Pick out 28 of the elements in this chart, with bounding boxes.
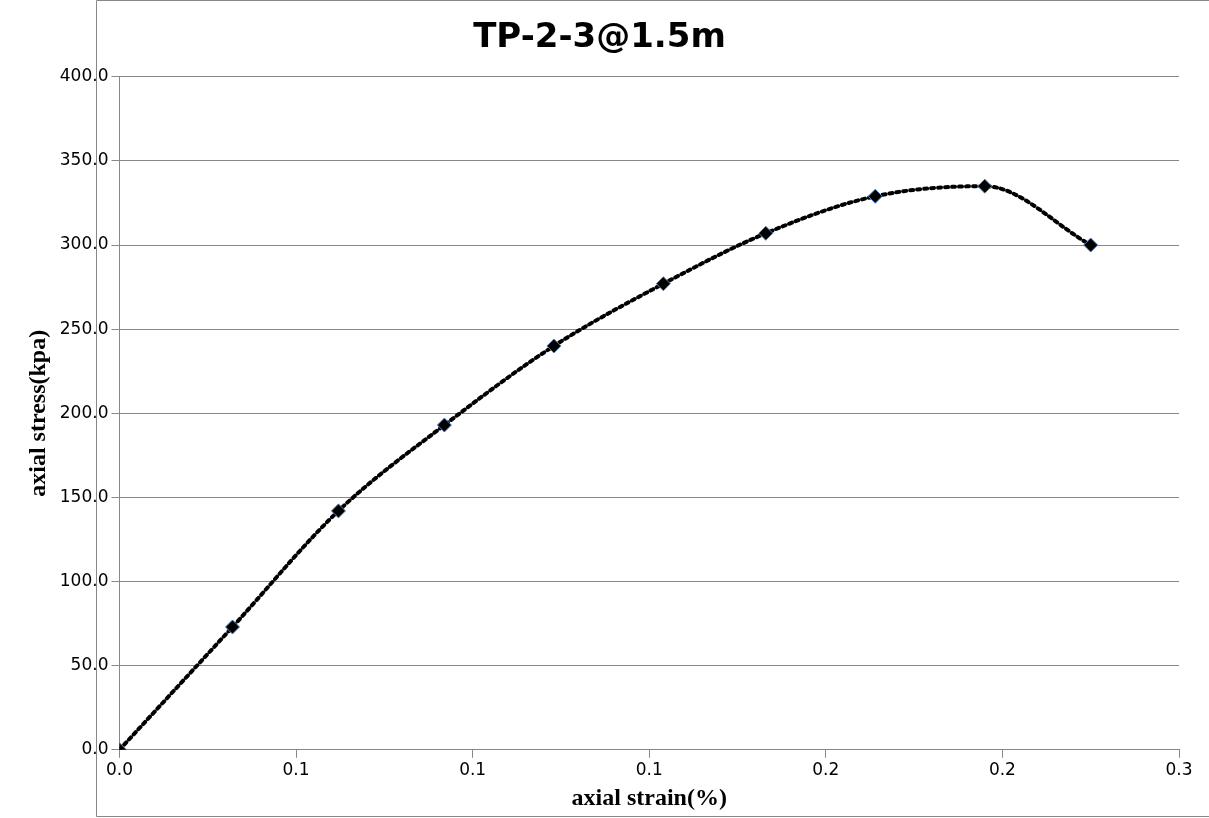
point <box>546 338 562 354</box>
y-tick-label: 150.0 <box>59 485 109 506</box>
point <box>655 276 671 292</box>
x-tick-label: 0.2 <box>988 759 1016 780</box>
point <box>224 619 240 635</box>
chart-title: TP-2-3@1.5m <box>473 15 726 56</box>
x-tick-label: 0.1 <box>459 759 487 780</box>
y-tick-label: 400.0 <box>59 65 109 86</box>
x-tick-label: 0.1 <box>635 759 663 780</box>
point <box>977 178 993 194</box>
x-tick-label: 0.2 <box>812 759 840 780</box>
y-axis-title: axial stress(kpa) <box>23 329 50 497</box>
y-tick-label: 100.0 <box>59 569 109 590</box>
y-tick-label: 300.0 <box>59 233 109 254</box>
point <box>330 503 346 519</box>
point <box>436 417 452 433</box>
x-tick-label: 0.1 <box>282 759 310 780</box>
y-tick-label: 50.0 <box>70 654 109 675</box>
y-tick-label: 0.0 <box>81 738 109 759</box>
y-tick-label: 200.0 <box>59 401 109 422</box>
point <box>758 225 774 241</box>
x-axis-title: axial strain(%) <box>571 783 727 810</box>
y-tick-label: 250.0 <box>59 317 109 338</box>
x-tick-label: 0.0 <box>105 759 133 780</box>
y-tick-label: 350.0 <box>59 149 109 170</box>
x-tick-label: 0.3 <box>1165 759 1193 780</box>
point <box>1083 237 1099 253</box>
point <box>867 188 883 204</box>
